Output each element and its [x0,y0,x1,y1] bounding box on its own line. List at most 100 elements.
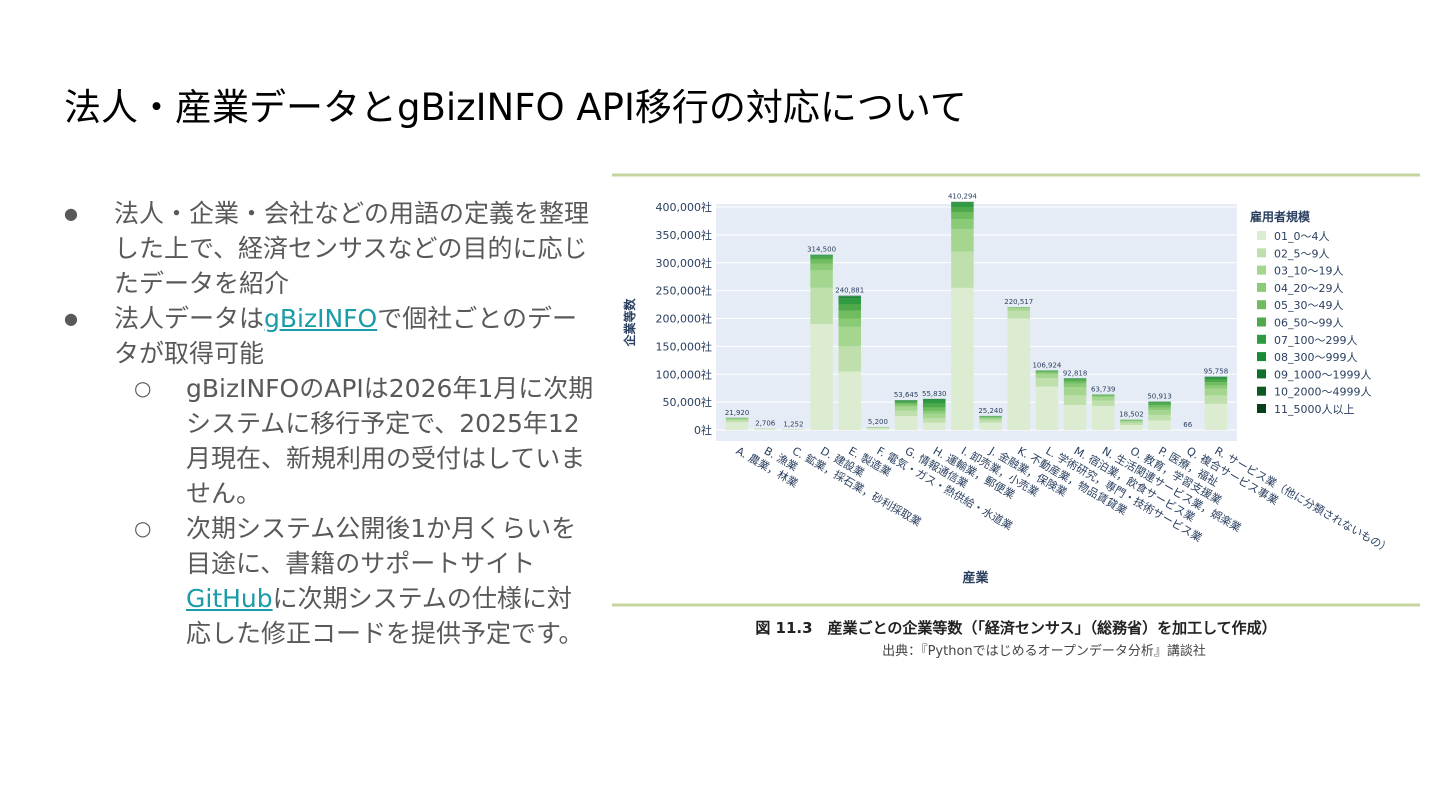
bar-segment [810,287,833,325]
legend-swatch [1257,369,1266,379]
bar-segment [1063,379,1087,381]
bar-segment [1204,376,1228,378]
bar-total-label: 21,920 [725,409,750,417]
bar-total-label: 1,252 [783,420,803,428]
legend-label: 06_50〜99人 [1274,317,1344,330]
figure-source: 出典：『Pythonではじめるオープンデータ分析』講談社 [882,644,1206,659]
bar-total-label: 50,913 [1147,393,1172,401]
bar-segment [1204,385,1228,389]
bar-total-label: 25,240 [978,407,1003,415]
bar-segment [1091,395,1115,396]
bar-segment [838,326,862,347]
bar-segment [810,255,833,257]
y-tick-label: 250,000社 [656,284,713,298]
bullet-text: で個社ごとのデータが取得可能 [114,304,578,368]
bar-segment [1091,395,1115,398]
legend-swatch [1257,300,1266,310]
legend-swatch [1257,352,1266,362]
bar-segment [838,371,862,430]
bar-total-label: 66 [1183,421,1192,429]
y-tick-label: 100,000社 [656,367,713,381]
legend-swatch [1257,386,1266,396]
bar-segment [894,416,918,430]
bar-segment [922,418,946,423]
bullet-item: ● 法人・企業・会社などの用語の定義を整理した上で、経済センサスなどの目的に応じ… [64,196,594,301]
bar-segment [1035,386,1059,430]
bar-segment [810,263,833,270]
bar-total-label: 63,739 [1091,385,1116,393]
y-tick-label: 200,000社 [656,312,713,326]
bar-segment [866,427,890,429]
bar-segment [866,428,890,430]
bar-segment [894,400,918,402]
bar-total-label: 410,294 [948,192,977,200]
bar-total-label: 220,517 [1004,298,1033,306]
legend-swatch [1257,248,1266,258]
bar-segment [1063,378,1087,380]
legend-label: 03_10〜19人 [1274,265,1344,278]
legend-label: 08_300〜999人 [1274,351,1358,364]
bar-segment [838,304,862,311]
bullet-text: 法人データは [114,304,265,333]
legend-label: 07_100〜299人 [1274,334,1358,347]
bar-segment [979,422,1002,430]
bar-total-label: 314,500 [807,246,836,254]
bar-segment [922,407,946,412]
bar-segment [951,202,974,204]
y-tick-label: 0社 [694,423,712,437]
bar-segment [782,429,805,430]
bar-segment [725,422,749,430]
bar-segment [979,416,1002,418]
bullet-dot-icon: ● [64,204,78,223]
legend-swatch [1257,317,1266,327]
bar-segment [1204,388,1228,396]
bar-segment [1091,397,1115,401]
bar-segment [1063,404,1087,430]
bar-segment [951,203,974,207]
bar-segment [1120,424,1143,430]
legend-label: 11_5000人以上 [1274,403,1355,416]
bullet-list: ● 法人・企業・会社などの用語の定義を整理した上で、経済センサスなどの目的に応じ… [64,196,594,651]
bar-segment [1063,383,1087,388]
bar-segment [1007,318,1031,430]
gbizinfo-link[interactable]: gBizINFO [264,304,378,333]
bar-total-label: 106,924 [1032,361,1061,369]
x-axis-title: 産業 [962,570,989,586]
bar-segment [1063,380,1087,384]
legend-swatch [1257,334,1266,344]
bar-segment [922,411,946,414]
bullet-text: 法人・企業・会社などの用語の定義を整理した上で、経済センサスなどの目的に応じたデ… [114,199,590,298]
bar-total-label: 240,881 [835,287,864,295]
bar-segment [1091,406,1115,430]
y-tick-label: 350,000社 [656,228,713,242]
legend-label: 10_2000〜4999人 [1274,386,1372,399]
bar-segment [1204,395,1228,404]
bar-segment [725,419,749,423]
legend-label: 04_20〜29人 [1274,282,1344,295]
bar-segment [951,229,974,252]
bar-segment [894,404,918,407]
bar-segment [1035,372,1059,374]
bar-segment [838,310,862,319]
bar-segment [979,419,1002,423]
y-tick-label: 300,000社 [656,256,713,270]
bar-total-label: 53,645 [894,391,919,399]
sub-bullet-text: 次期システム公開後1か月くらいを目途に、書籍のサポートサイト [186,514,577,578]
bar-segment [922,422,946,430]
bar-segment [1148,403,1171,406]
bar-segment [810,324,833,430]
bar-segment [1148,407,1171,411]
sub-bullet-text: gBizINFOのAPIは2026年1月に次期システムに移行予定で、2025年1… [186,374,594,508]
bar-segment [922,400,946,404]
bar-segment [1148,420,1171,430]
bar-total-label: 2,706 [755,419,776,427]
bar-segment [810,256,833,260]
github-link[interactable]: GitHub [186,584,273,613]
legend-swatch [1257,404,1266,413]
y-tick-label: 400,000社 [656,200,713,214]
bar-segment [838,318,862,327]
bar-segment [1148,405,1171,408]
bar-segment [951,251,974,288]
legend-label: 09_1000〜1999人 [1274,368,1372,381]
bar-segment [810,259,833,264]
